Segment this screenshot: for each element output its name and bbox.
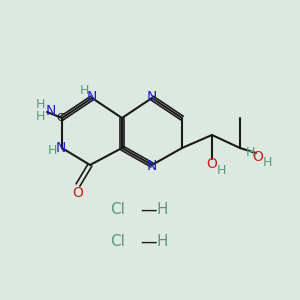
Text: H: H: [216, 164, 226, 176]
Text: H: H: [35, 110, 45, 124]
Text: N: N: [56, 141, 66, 155]
Text: Cl: Cl: [111, 202, 125, 217]
Text: H: H: [156, 235, 168, 250]
Text: O: O: [253, 150, 263, 164]
Text: N: N: [147, 159, 157, 173]
Text: O: O: [207, 157, 218, 171]
Text: N: N: [46, 104, 56, 118]
Text: N: N: [87, 90, 97, 104]
Text: H: H: [262, 157, 272, 169]
Text: H: H: [156, 202, 168, 217]
Text: H: H: [35, 98, 45, 110]
Text: N: N: [147, 90, 157, 104]
Text: H: H: [47, 143, 57, 157]
Text: —: —: [141, 201, 157, 219]
Text: Cl: Cl: [111, 235, 125, 250]
Text: H: H: [245, 146, 255, 160]
Text: C: C: [56, 113, 64, 123]
Text: H: H: [79, 83, 89, 97]
Text: —: —: [141, 233, 157, 251]
Text: O: O: [73, 186, 83, 200]
